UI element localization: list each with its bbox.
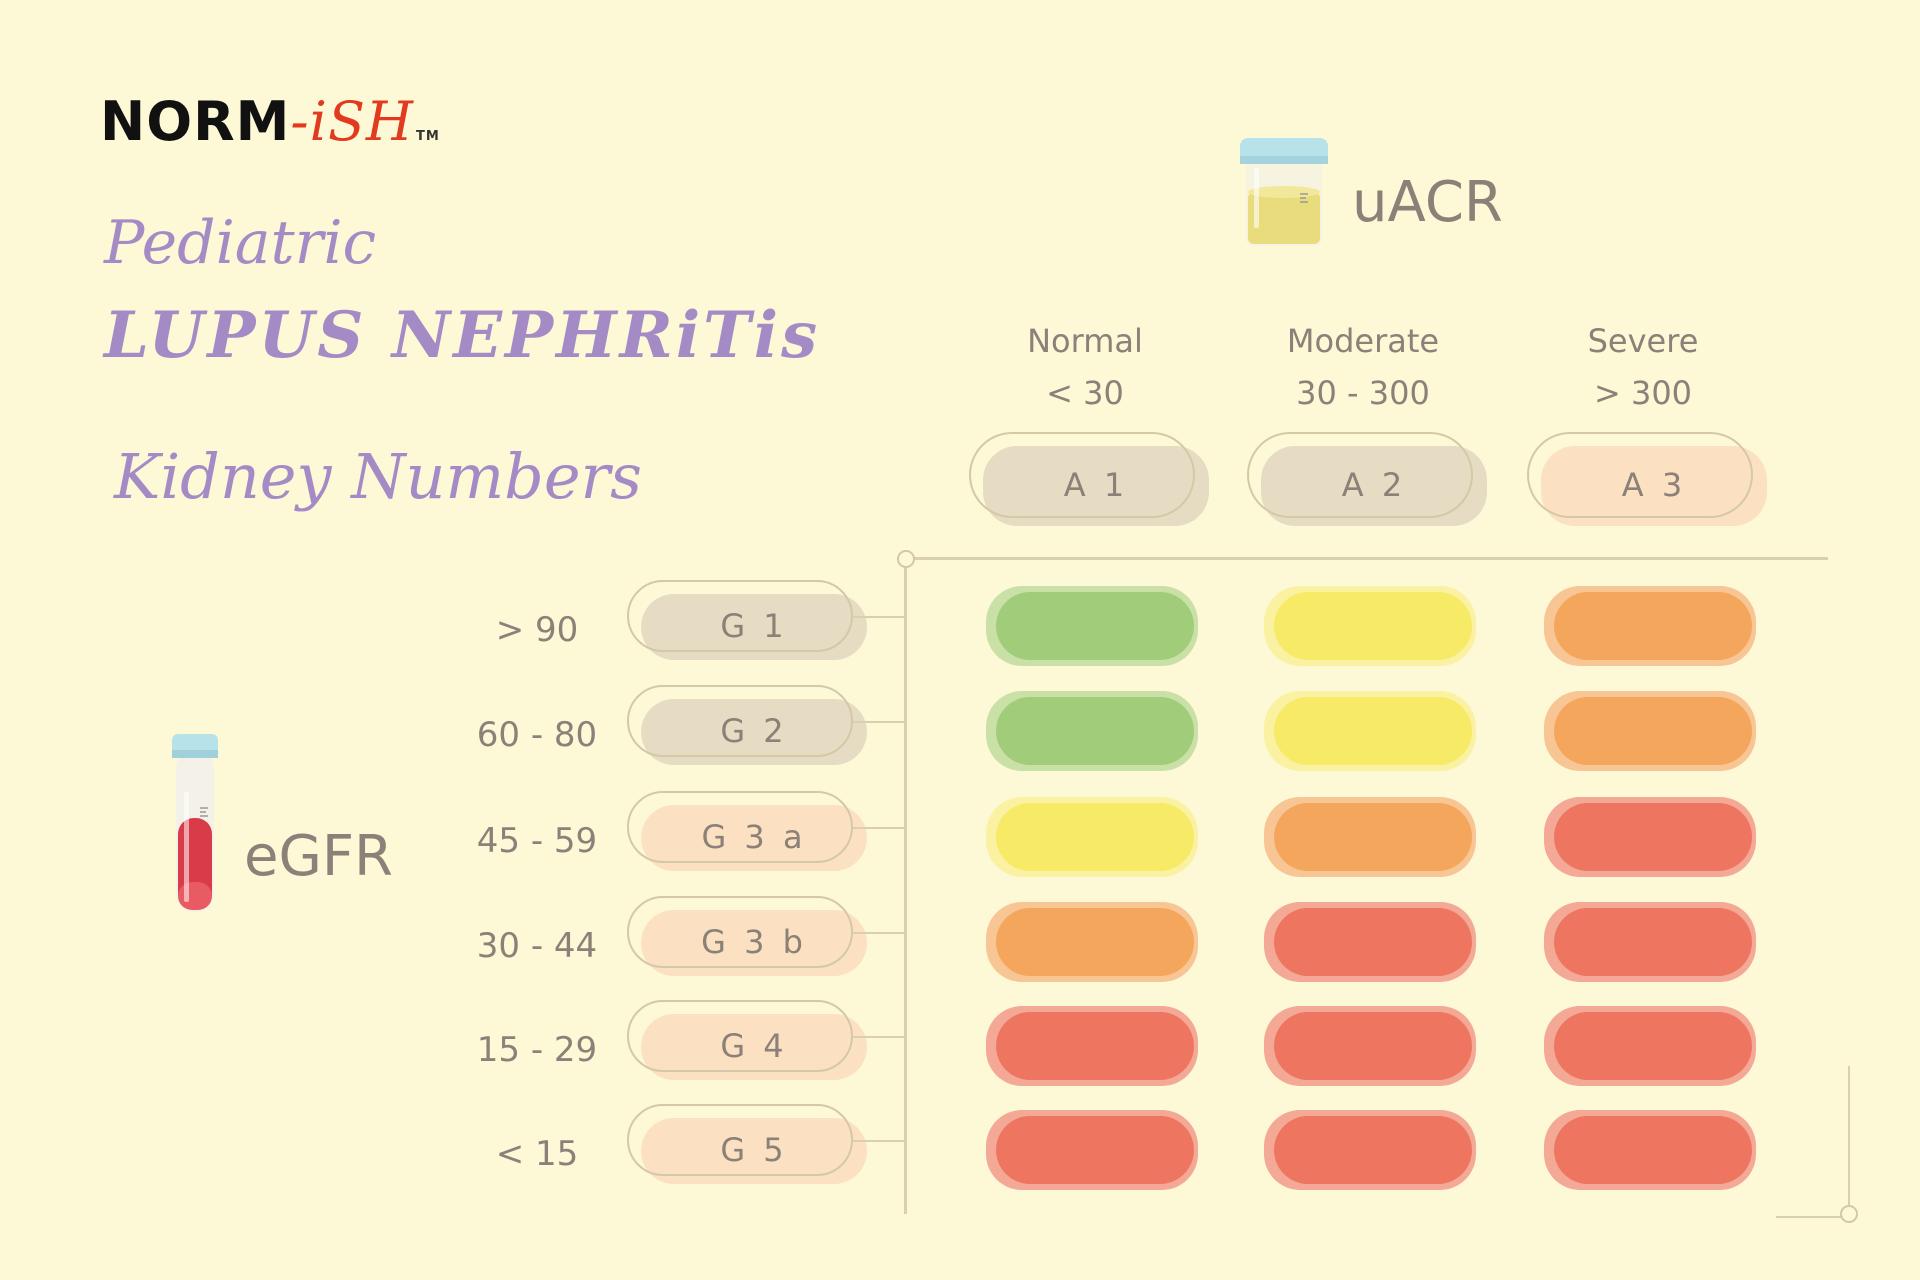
column-name-3: Severe (1587, 322, 1699, 360)
risk-cell-yellow-1-2 (1274, 592, 1472, 660)
row-range-6: < 15 (495, 1134, 579, 1174)
row-connector-3 (853, 827, 905, 829)
row-range-5: 15 - 29 (476, 1030, 598, 1070)
column-name-2: Moderate (1286, 322, 1440, 360)
uacr-label: uACR (1352, 170, 1503, 235)
row-axis-line (904, 558, 907, 1214)
column-badge-2-outline (1247, 432, 1473, 518)
risk-cell-yellow-3-1 (996, 803, 1194, 871)
risk-cell-red-4-2 (1274, 908, 1472, 976)
row-range-2: 60 - 80 (476, 715, 598, 755)
row-badge-3-outline (627, 791, 853, 863)
risk-cell-orange-1-3 (1554, 592, 1752, 660)
trademark: TM (416, 129, 440, 144)
row-connector-5 (853, 1036, 905, 1038)
row-badge-4-label: G 3 b (701, 923, 807, 961)
brand-logo: NORM-iSH TM (100, 90, 440, 153)
risk-cell-green-1-1 (996, 592, 1194, 660)
row-badge-3-label: G 3 a (701, 818, 807, 856)
column-range-3: > 300 (1593, 374, 1693, 412)
row-badge-4-outline (627, 896, 853, 968)
corner-horizontal-line (1776, 1216, 1848, 1218)
column-axis-line (908, 557, 1828, 560)
risk-cell-orange-4-1 (996, 908, 1194, 976)
risk-cell-red-5-1 (996, 1012, 1194, 1080)
row-badge-2-outline (627, 685, 853, 757)
row-range-3: 45 - 59 (476, 821, 598, 861)
egfr-label: eGFR (244, 824, 393, 889)
column-name-1: Normal (1027, 322, 1143, 360)
brand-name: NORM (100, 90, 291, 153)
risk-cell-red-6-3 (1554, 1116, 1752, 1184)
row-badge-5-label: G 4 (720, 1027, 788, 1065)
risk-cell-orange-3-2 (1274, 803, 1472, 871)
column-range-2: 30 - 300 (1296, 374, 1430, 412)
subtitle: Kidney Numbers (114, 440, 642, 513)
column-badge-1-label: A 1 (1063, 466, 1129, 504)
risk-cell-red-6-2 (1274, 1116, 1472, 1184)
column-badge-2-label: A 2 (1341, 466, 1407, 504)
risk-cell-red-4-3 (1554, 908, 1752, 976)
column-badge-1-outline (969, 432, 1195, 518)
title-line-2: LUPUS NEPHRiTis (104, 298, 821, 373)
risk-cell-red-5-3 (1554, 1012, 1752, 1080)
row-connector-1 (853, 616, 905, 618)
blood-tube-icon (172, 734, 218, 912)
column-badge-3-label: A 3 (1621, 466, 1687, 504)
risk-cell-red-6-1 (996, 1116, 1194, 1184)
row-badge-1-outline (627, 580, 853, 652)
title-line-1: Pediatric (104, 208, 377, 278)
row-badge-6-label: G 5 (720, 1131, 788, 1169)
row-connector-2 (853, 721, 905, 723)
row-range-4: 30 - 44 (476, 926, 598, 966)
axis-origin-marker (897, 550, 915, 568)
row-badge-2-label: G 2 (720, 712, 788, 750)
column-badge-3-outline (1527, 432, 1753, 518)
column-range-1: < 30 (1046, 374, 1124, 412)
risk-cell-red-5-2 (1274, 1012, 1472, 1080)
row-badge-5-outline (627, 1000, 853, 1072)
row-badge-1-label: G 1 (720, 607, 788, 645)
row-badge-6-outline (627, 1104, 853, 1176)
row-connector-6 (853, 1140, 905, 1142)
corner-vertical-line (1848, 1066, 1850, 1212)
risk-cell-green-2-1 (996, 697, 1194, 765)
corner-marker (1840, 1205, 1858, 1223)
urine-cup-icon (1240, 138, 1328, 246)
risk-cell-red-3-3 (1554, 803, 1752, 871)
row-connector-4 (853, 932, 905, 934)
risk-cell-yellow-2-2 (1274, 697, 1472, 765)
risk-cell-orange-2-3 (1554, 697, 1752, 765)
row-range-1: > 90 (495, 610, 579, 650)
brand-suffix: -iSH (290, 90, 415, 153)
